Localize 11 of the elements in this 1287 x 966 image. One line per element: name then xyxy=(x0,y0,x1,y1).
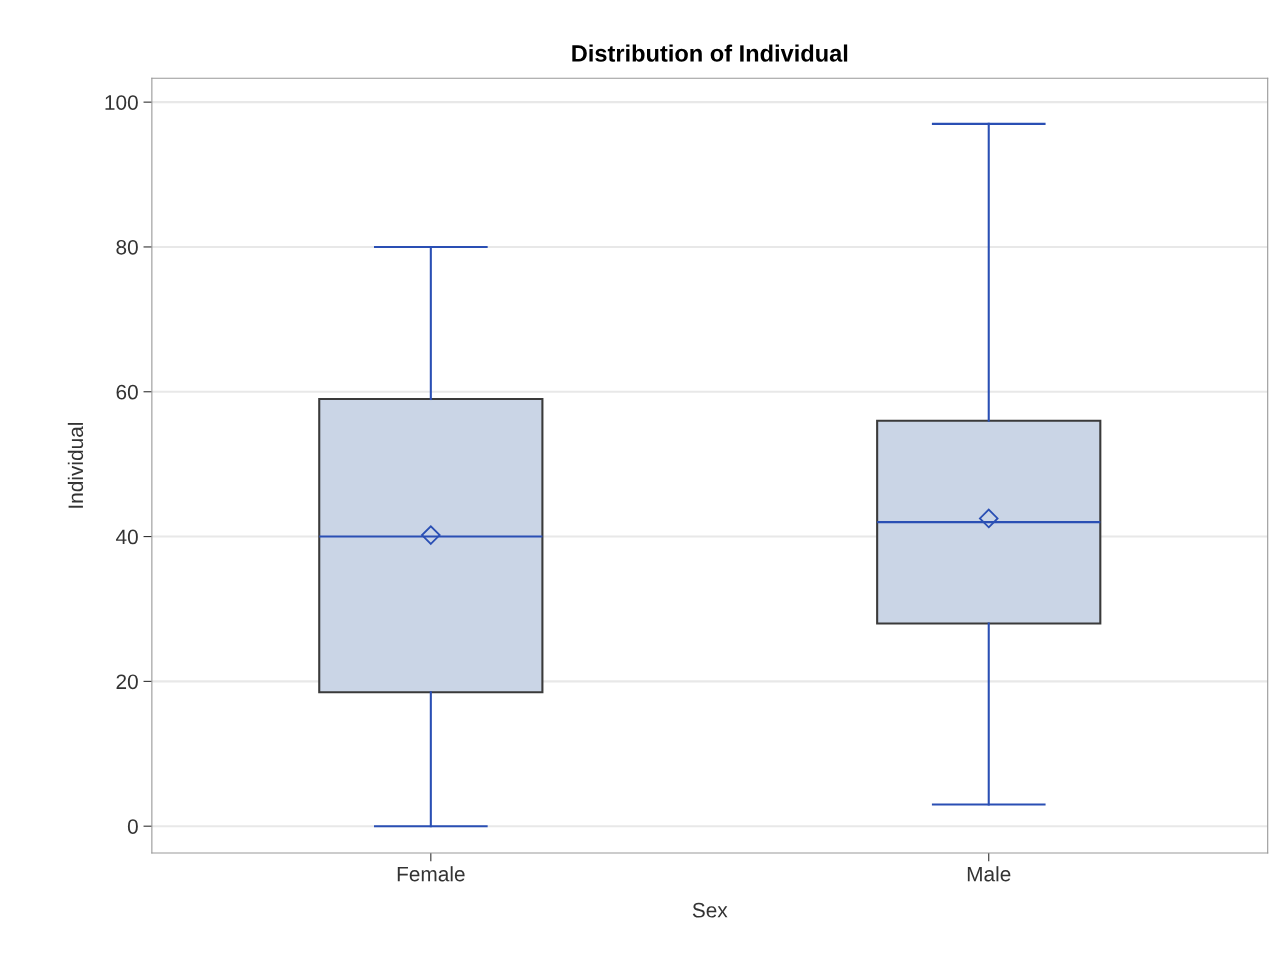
y-tick-label: 0 xyxy=(127,819,138,834)
x-axis-title: Sex xyxy=(692,902,728,918)
chart-title: Distribution of Individual xyxy=(572,44,848,62)
y-tick-label: 20 xyxy=(116,674,138,690)
y-tick-label: 80 xyxy=(116,239,138,255)
y-tick-label: 40 xyxy=(115,529,138,545)
x-tick-label: Female xyxy=(397,866,465,882)
y-tick-label: 60 xyxy=(116,384,138,400)
x-tick-label: Male xyxy=(967,866,1011,882)
y-tick-label: 100 xyxy=(105,95,138,110)
y-axis-title: Individual xyxy=(67,422,84,508)
